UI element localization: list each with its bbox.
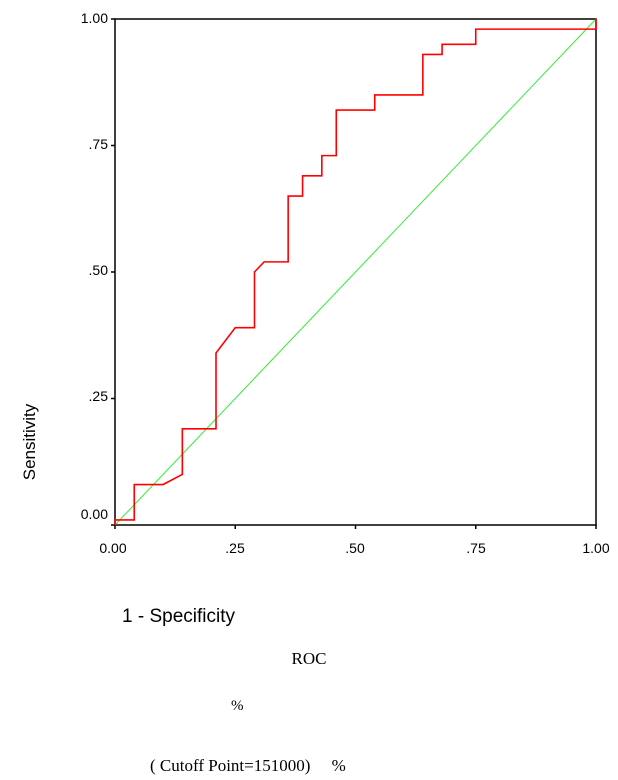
y-tick-label-0.5: .50 bbox=[88, 262, 108, 278]
series-lines bbox=[114, 18, 597, 526]
roc-plot bbox=[111, 18, 597, 529]
x-tick-label-1: 1.00 bbox=[582, 540, 610, 556]
caption-roc: ROC bbox=[291, 649, 327, 668]
x-tick-label-0.25: .25 bbox=[225, 540, 245, 556]
y-tick-label-1: 1.00 bbox=[80, 10, 108, 26]
x-tick-label-0: 0.00 bbox=[99, 540, 127, 556]
y-tick-label-0.25: .25 bbox=[88, 388, 108, 404]
caption-cutoff: ( Cutoff Point=151000) % bbox=[150, 756, 346, 775]
x-tick-label-0.5: .50 bbox=[345, 540, 365, 556]
caption-percent: % bbox=[231, 698, 244, 714]
y-axis-label: Sensitivity bbox=[20, 403, 39, 481]
x-tick-label-0.75: .75 bbox=[466, 540, 486, 556]
y-tick-label-0: 0.00 bbox=[80, 506, 108, 522]
reference-diagonal-line bbox=[114, 18, 597, 526]
x-axis-label: 1 - Specificity bbox=[122, 606, 235, 627]
roc-curve-line bbox=[114, 19, 597, 525]
y-tick-label-0.75: .75 bbox=[88, 136, 108, 152]
